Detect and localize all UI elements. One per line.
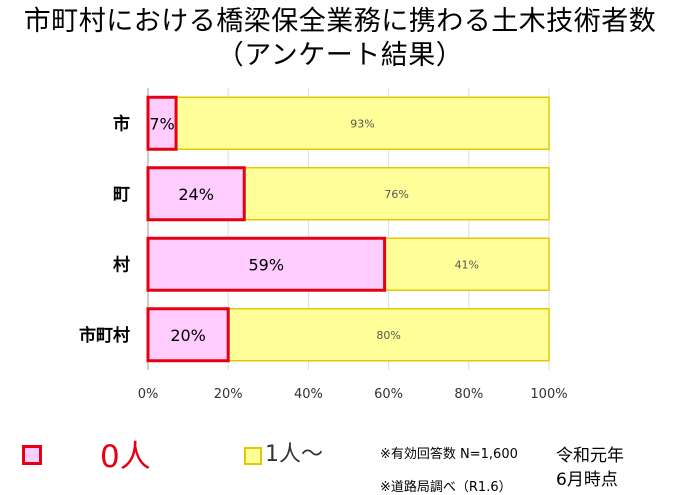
x-tick-label: 0% [138,387,159,402]
bar-segment-one-plus [175,96,550,150]
data-label-zero: 24% [178,185,214,204]
x-tick-label: 60% [374,387,403,402]
data-label-one-plus: 80% [376,329,400,342]
category-label: 市 [113,113,130,134]
x-tick-label: 80% [454,387,483,402]
category-label: 市町村 [79,325,130,346]
date-note-line1: 令和元年 [556,446,624,466]
chart-title: 市町村における橋梁保全業務に携わる土木技術者数 [23,6,657,37]
date-note-line2: 6月時点 [556,470,618,490]
bar-segment-zero [146,95,178,151]
source-note: ※道路局調べ（R1.6） [380,480,512,495]
legend-label-one-plus: 1人～ [265,442,323,467]
chart-subtitle: （アンケート結果） [216,40,464,71]
bar-segment-zero [146,307,230,363]
data-label-one-plus: 76% [384,188,408,201]
x-tick-label: 40% [294,387,323,402]
x-tick-label: 100% [530,387,567,402]
legend-swatch-one-plus [244,447,262,465]
legend-swatch-zero [22,445,42,465]
respondents-note: ※有効回答数 N=1,600 [380,447,518,462]
data-label-zero: 7% [149,114,174,133]
legend-label-zero: 0人 [100,439,151,475]
data-label-zero: 20% [170,326,206,345]
bar-segment-zero [146,166,246,222]
x-tick-label: 20% [214,387,243,402]
bar-segment-one-plus [227,308,550,362]
data-label-one-plus: 41% [455,258,479,271]
bar-segment-zero [146,236,387,292]
data-label-one-plus: 93% [350,117,374,130]
category-label: 町 [113,185,130,205]
data-label-zero: 59% [249,255,285,274]
category-label: 村 [113,254,130,275]
